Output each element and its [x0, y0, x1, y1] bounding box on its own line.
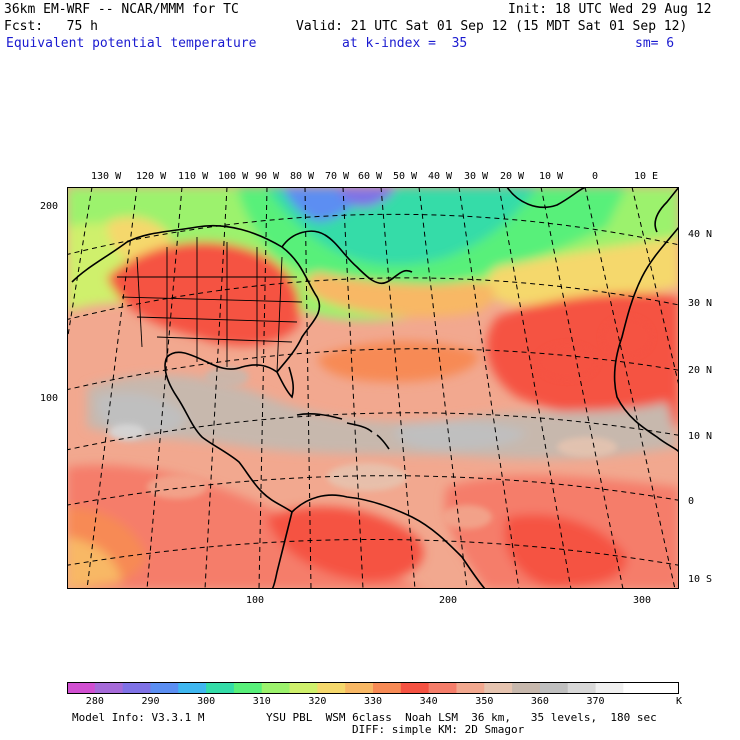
smoothing-label: sm= 6: [635, 36, 675, 51]
colorbar-swatch: [67, 682, 96, 694]
field-detail: [109, 317, 652, 529]
colorbar-label: 310: [252, 696, 271, 707]
grid-label-bottom: 200: [439, 595, 458, 606]
colorbar-label: 340: [419, 696, 438, 707]
latitude-label: 40 N: [688, 229, 713, 240]
longitude-label: 120 W: [136, 171, 167, 182]
valid-time: Valid: 21 UTC Sat 01 Sep 12 (15 MDT Sat …: [296, 19, 688, 34]
latitude-label: 10 S: [688, 574, 713, 585]
longitude-label: 30 W: [464, 171, 489, 182]
colorbar-swatch: [233, 682, 263, 694]
colorbar-swatch: [317, 682, 346, 694]
colorbar-swatch: [178, 682, 207, 694]
longitude-label: 80 W: [290, 171, 315, 182]
grid-label-bottom: 300: [633, 595, 652, 606]
physics-line-1: YSU PBL WSM 6class Noah LSM 36 km, 35 le…: [266, 711, 657, 724]
longitude-label: 130 W: [91, 171, 122, 182]
latitude-label: 0: [688, 496, 695, 507]
model-info: Model Info: V3.3.1 M: [72, 711, 205, 724]
longitude-label: 100 W: [218, 171, 249, 182]
grid-label-left: 200: [40, 201, 59, 212]
colorbar-swatch: [595, 682, 624, 694]
latitude-label: 20 N: [688, 365, 713, 376]
colorbar-label: 280: [85, 696, 104, 707]
latitude-label: 30 N: [688, 298, 713, 309]
grid-label-bottom: 100: [246, 595, 265, 606]
colorbar-swatch: [150, 682, 179, 694]
colorbar-swatch: [400, 682, 430, 694]
colorbar-label: 360: [530, 696, 549, 707]
coastlines: [71, 187, 679, 589]
colorbar-swatch: [94, 682, 124, 694]
longitude-label: 50 W: [393, 171, 418, 182]
map-frame: [67, 187, 679, 589]
colorbar-swatch: [456, 682, 485, 694]
grid-label-left: 100: [40, 393, 59, 404]
state-borders: [117, 237, 303, 373]
colorbar-swatch: [122, 682, 151, 694]
longitude-label: 20 W: [500, 171, 525, 182]
field-shading: [67, 187, 679, 589]
longitude-label: 110 W: [178, 171, 209, 182]
longitude-label: 10 W: [539, 171, 564, 182]
colorbar-label: 370: [586, 696, 605, 707]
longitude-label: 70 W: [325, 171, 350, 182]
model-title: 36km EM-WRF -- NCAR/MMM for TC: [4, 2, 239, 17]
physics-line-2: DIFF: simple KM: 2D Smagor: [352, 723, 525, 736]
colorbar-swatch: [206, 682, 235, 694]
colorbar-swatch: [428, 682, 457, 694]
field-name: Equivalent potential temperature: [6, 36, 257, 51]
longitude-label: 10 E: [634, 171, 659, 182]
equivalent-potential-temperature-map: [67, 187, 679, 589]
longitude-label: 0: [592, 171, 599, 182]
init-time: Init: 18 UTC Wed 29 Aug 12: [508, 2, 712, 17]
colorbar: [67, 682, 679, 694]
colorbar-swatch: [484, 682, 513, 694]
colorbar-label: 320: [308, 696, 327, 707]
colorbar-label: 290: [141, 696, 160, 707]
colorbar-swatch: [373, 682, 402, 694]
colorbar-label: 300: [197, 696, 216, 707]
longitude-label: 60 W: [358, 171, 383, 182]
colorbar-swatch: [345, 682, 374, 694]
colorbar-swatch: [567, 682, 597, 694]
longitude-label: 40 W: [428, 171, 453, 182]
colorbar-swatch: [512, 682, 541, 694]
colorbar-label: 330: [364, 696, 383, 707]
colorbar-label: 350: [475, 696, 494, 707]
colorbar-swatch: [261, 682, 291, 694]
lat-lon-grid: [67, 187, 679, 589]
colorbar-swatch: [651, 682, 679, 694]
latitude-label: 10 N: [688, 431, 713, 442]
longitude-label: 90 W: [255, 171, 280, 182]
colorbar-frame: [67, 682, 679, 694]
colorbar-swatch: [289, 682, 318, 694]
forecast-hour: Fcst: 75 h: [4, 19, 98, 34]
colorbar-swatch: [623, 682, 652, 694]
colorbar-unit: K: [676, 696, 683, 707]
colorbar-swatch: [539, 682, 569, 694]
level-label: at k-index = 35: [342, 36, 468, 51]
